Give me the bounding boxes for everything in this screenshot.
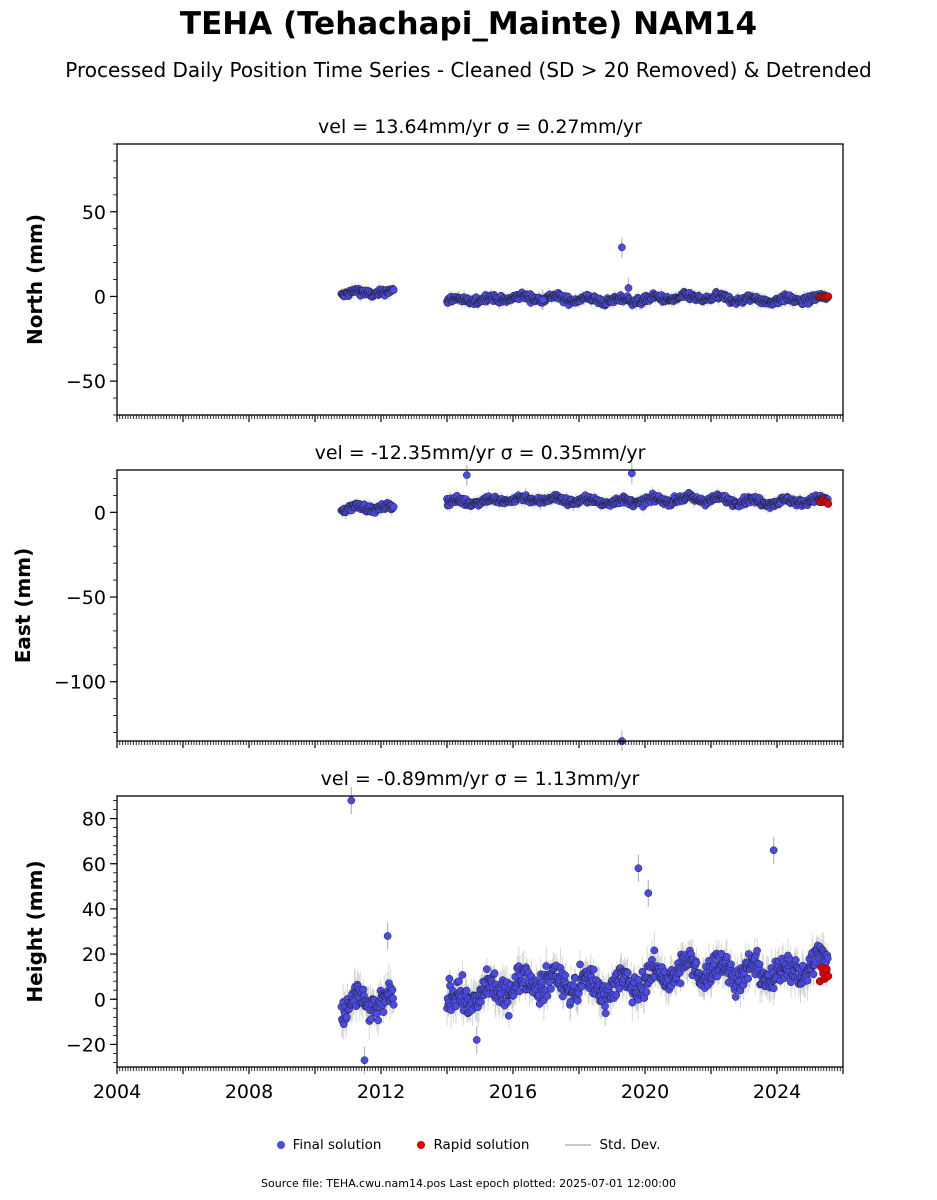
final-solution-point — [490, 969, 499, 978]
y-ticks-east: 0 −50 −100 — [54, 478, 117, 733]
final-solution-point — [547, 985, 555, 993]
final-solution-point — [573, 996, 582, 1005]
final-solution-point — [612, 991, 621, 999]
final-solution-point — [545, 978, 554, 987]
y-axis-label-east: East (mm) — [11, 548, 35, 664]
y-tick-label: −100 — [54, 672, 106, 694]
final-solution-point — [561, 971, 570, 980]
final-solution-point — [692, 958, 701, 967]
chart-subtitle: Processed Daily Position Time Series - C… — [65, 58, 872, 82]
final-solution-point — [623, 969, 632, 977]
panel-title-east: vel = -12.35mm/yr σ = 0.35mm/yr — [315, 442, 646, 464]
final-solution-point — [589, 965, 598, 974]
final-solution-point — [538, 295, 547, 304]
y-tick-label: 0 — [94, 502, 106, 524]
final-solution-point — [388, 985, 397, 994]
final-solution-point — [389, 994, 397, 1003]
final-solution-point — [455, 977, 463, 986]
data-points-height — [337, 786, 832, 1074]
final-solution-point — [542, 962, 551, 970]
rapid-solution-point — [824, 292, 833, 301]
final-solution-point — [462, 986, 471, 995]
final-solution-point — [482, 965, 491, 974]
final-solution-point — [803, 976, 812, 985]
final-solution-point — [601, 1009, 610, 1018]
final-solution-point — [769, 984, 778, 993]
x-ticks-east — [116, 741, 844, 748]
final-solution-point — [744, 974, 753, 983]
final-solution-point — [445, 974, 454, 983]
final-solution-point — [389, 286, 398, 294]
rapid-points-east — [815, 495, 833, 508]
final-points-north — [337, 243, 832, 310]
panel-north: vel = 13.64mm/yr σ = 0.27mm/yr North (mm)… — [23, 116, 844, 422]
std-dev-bars-height — [340, 786, 829, 1074]
y-tick-label: 50 — [82, 202, 106, 224]
panel-height: vel = -0.89mm/yr σ = 1.13mm/yr Height (mm… — [23, 768, 844, 1103]
final-solution-point — [462, 471, 471, 479]
panel-title-north: vel = 13.64mm/yr σ = 0.27mm/yr — [318, 116, 642, 138]
y-tick-label: −50 — [66, 371, 106, 393]
final-solution-point — [615, 984, 624, 993]
x-ticks-north — [116, 415, 844, 422]
data-points-north — [337, 237, 832, 312]
final-solution-point — [576, 960, 584, 969]
final-solution-point — [601, 1002, 609, 1011]
final-solution-point — [722, 953, 731, 961]
final-solution-point — [342, 1013, 351, 1021]
final-points-height — [337, 796, 832, 1065]
plot-frame-east — [116, 469, 844, 742]
final-solution-point — [642, 988, 651, 996]
rapid-points-north — [815, 292, 833, 301]
y-axis-label-north: North (mm) — [23, 214, 47, 345]
final-solution-point — [503, 998, 512, 1007]
final-solution-point — [809, 970, 818, 979]
y-tick-label: −50 — [66, 587, 106, 609]
final-solution-point — [379, 1008, 388, 1016]
final-solution-point — [731, 993, 740, 1001]
y-axis-label-height: Height (mm) — [23, 860, 47, 1002]
final-solution-point — [373, 1009, 381, 1018]
final-solution-point — [504, 1011, 513, 1020]
rapid-solution-point — [824, 499, 833, 508]
final-solution-point — [755, 960, 764, 969]
final-solution-point — [624, 284, 633, 292]
panel-title-height: vel = -0.89mm/yr σ = 1.13mm/yr — [321, 768, 640, 790]
final-solution-point — [650, 946, 659, 955]
final-solution-point — [477, 998, 485, 1006]
y-ticks-north: 50 0 −50 — [66, 143, 117, 416]
final-solution-point — [627, 469, 636, 478]
final-solution-point — [458, 971, 467, 979]
y-tick-label: 0 — [94, 286, 106, 308]
final-solution-point — [577, 982, 586, 991]
data-points-east — [337, 463, 832, 752]
final-solution-point — [791, 956, 800, 964]
final-solution-point — [452, 1002, 460, 1011]
final-solution-point — [543, 992, 552, 1000]
panel-east: vel = -12.35mm/yr σ = 0.35mm/yr East (mm)… — [11, 442, 844, 752]
final-solution-point — [389, 502, 398, 511]
chart-title: TEHA (Tehachapi_Mainte) NAM14 — [179, 6, 758, 42]
final-solution-point — [389, 1000, 398, 1009]
final-solution-point — [374, 1016, 383, 1025]
final-points-east — [337, 469, 832, 745]
plot-frame-north — [116, 143, 844, 416]
final-solution-point — [676, 979, 685, 988]
final-solution-point — [367, 1015, 375, 1023]
final-solution-point — [753, 946, 761, 955]
final-solution-point — [618, 243, 626, 252]
final-solution-point — [727, 960, 735, 969]
